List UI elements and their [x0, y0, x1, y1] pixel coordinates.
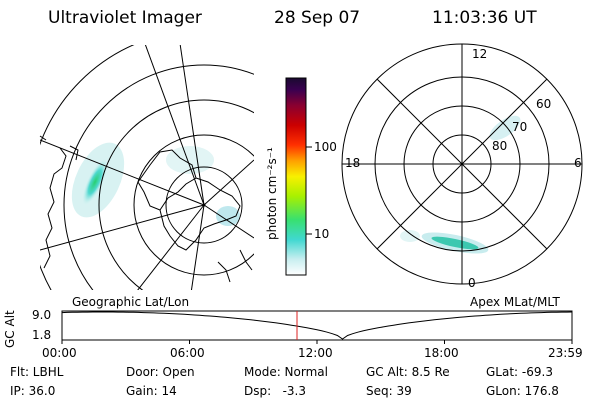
- polar-panel-label: Apex MLat/MLT: [470, 295, 560, 309]
- mode-info: Mode: Normal: [244, 365, 328, 379]
- time-label: 11:03:36 UT: [432, 8, 537, 28]
- altitude-ymin-label: 1.8: [32, 328, 52, 342]
- seq-info: Seq: 39: [366, 384, 412, 398]
- glon-info: GLon: 176.8: [486, 384, 559, 398]
- colorbar: [285, 77, 312, 276]
- door-info: Door: Open: [126, 365, 195, 379]
- geo-panel-label: Geographic Lat/Lon: [72, 295, 190, 309]
- time-tick-3: 18:00: [424, 346, 459, 360]
- time-tick-0: 00:00: [42, 346, 77, 360]
- mlat-60-label: 60: [536, 97, 552, 111]
- altitude-ymax-label: 9.0: [32, 308, 52, 322]
- gc-alt-info: GC Alt: 8.5 Re: [366, 365, 450, 379]
- colorbar-tick-100: 100: [314, 140, 337, 154]
- filter-info: Flt: LBHL: [10, 365, 64, 379]
- ip-info: IP: 36.0: [10, 384, 56, 398]
- altitude-plot: [61, 310, 573, 344]
- colorbar-tick-10: 10: [314, 227, 330, 241]
- glat-info: GLat: -69.3: [486, 365, 553, 379]
- mlt-6-label: 6: [574, 156, 582, 170]
- polar-map: [341, 43, 583, 285]
- time-tick-1: 06:00: [170, 346, 205, 360]
- colorbar-unit-label: photon cm⁻²s⁻¹: [265, 147, 279, 240]
- mlt-0-label: 0: [468, 276, 476, 290]
- mlat-70-label: 70: [512, 120, 528, 134]
- date-label: 28 Sep 07: [274, 8, 361, 28]
- gain-info: Gain: 14: [126, 384, 177, 398]
- instrument-title: Ultraviolet Imager: [48, 8, 202, 28]
- geographic-map: [40, 45, 254, 290]
- mlat-80-label: 80: [492, 139, 508, 153]
- time-tick-2: 12:00: [298, 346, 333, 360]
- altitude-axis-label: GC Alt: [3, 310, 17, 348]
- dsp-info: Dsp: -3.3: [244, 384, 307, 398]
- time-tick-4: 23:59: [548, 346, 583, 360]
- mlt-12-label: 12: [472, 47, 488, 61]
- mlt-18-label: 18: [345, 156, 361, 170]
